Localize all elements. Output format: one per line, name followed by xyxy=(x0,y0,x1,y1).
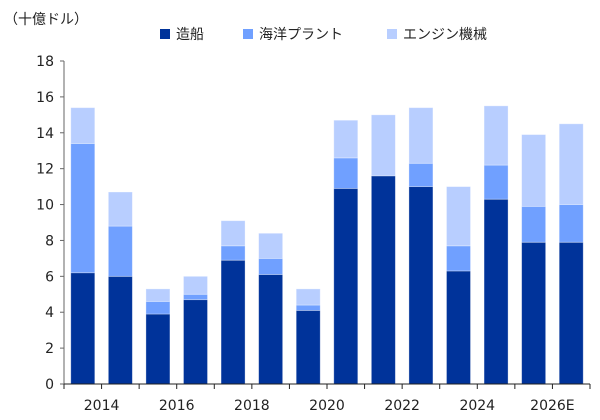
bar-2017-series-1 xyxy=(183,293,208,301)
y-tick-label: 18 xyxy=(36,54,54,70)
legend: 造船 海洋プラント エンジン機械 xyxy=(160,27,487,43)
y-tick-label: 14 xyxy=(36,126,54,142)
bar-2018-series-2 xyxy=(220,220,246,247)
legend-label: 海洋プラント xyxy=(259,27,343,43)
bar-2016-series-1 xyxy=(145,301,171,315)
bar-2017-series-0 xyxy=(183,299,208,385)
x-tick-label: 2020 xyxy=(309,398,345,414)
y-tick-label: 8 xyxy=(45,233,54,249)
bar-2023-series-0 xyxy=(408,186,434,385)
y-tick-label: 10 xyxy=(36,198,54,214)
legend-swatch xyxy=(387,29,397,39)
bar-2014-series-2 xyxy=(70,107,96,144)
bar-2026E-series-2 xyxy=(521,134,547,207)
x-tick-label: 2014 xyxy=(84,398,120,414)
bar-2017-series-2 xyxy=(183,275,208,295)
bar-2018-series-0 xyxy=(220,259,246,385)
x-tick-label: 2016 xyxy=(159,398,195,414)
axes: 0 2 4 6 8 10 12 14 16 18 2014 2016 2018 2020 2022 2024 2… xyxy=(36,54,591,414)
bar-2015-series-2 xyxy=(107,191,133,227)
bars xyxy=(70,105,584,385)
y-tick-label: 4 xyxy=(45,305,54,321)
bar-2020-series-0 xyxy=(295,310,321,385)
legend-label: 造船 xyxy=(176,27,204,43)
x-tick-label: 2018 xyxy=(234,398,270,414)
bar-2015-series-1 xyxy=(107,225,133,277)
x-tick-label: 2026E xyxy=(530,398,574,414)
y-tick-label: 2 xyxy=(45,341,54,357)
legend-label: エンジン機械 xyxy=(403,27,487,43)
bar-2018-series-1 xyxy=(220,245,246,261)
bar-2016-series-0 xyxy=(145,313,171,385)
bar-2020-series-2 xyxy=(295,288,321,306)
legend-swatch xyxy=(160,29,170,39)
bar-2020-series-1 xyxy=(295,304,321,311)
bar-2027E-series-0 xyxy=(558,241,584,385)
bar-2021-series-1 xyxy=(333,157,359,189)
bar-2026E-series-1 xyxy=(521,205,547,243)
bar-2025-series-2 xyxy=(483,105,509,166)
bar-2021-series-2 xyxy=(333,119,359,159)
bar-2025-series-1 xyxy=(483,164,509,200)
bar-2023-series-1 xyxy=(408,162,434,188)
bar-2027E-series-2 xyxy=(558,123,584,205)
bar-2022-series-2 xyxy=(370,114,396,177)
bar-2014-series-1 xyxy=(70,143,96,274)
bar-2024-series-0 xyxy=(446,270,471,385)
bar-2022-series-0 xyxy=(370,175,396,385)
bar-2027E-series-1 xyxy=(558,204,584,243)
y-tick-label: 6 xyxy=(45,269,54,285)
bar-2016-series-2 xyxy=(145,288,171,302)
bar-2014-series-0 xyxy=(70,272,96,385)
bar-2024-series-1 xyxy=(446,245,471,272)
x-tick-label: 2022 xyxy=(384,398,420,414)
bar-2025-series-0 xyxy=(483,198,509,385)
y-tick-label: 12 xyxy=(36,162,54,178)
bar-2015-series-0 xyxy=(107,275,133,385)
x-tick-label: 2024 xyxy=(459,398,495,414)
bar-2019-series-0 xyxy=(258,274,284,385)
bar-2024-series-2 xyxy=(446,186,471,247)
bar-2026E-series-0 xyxy=(521,241,547,385)
bar-2023-series-2 xyxy=(408,107,434,164)
bar-2021-series-0 xyxy=(333,188,359,385)
y-tick-label: 0 xyxy=(45,377,54,393)
legend-swatch xyxy=(243,29,253,39)
unit-label: （十億ドル） xyxy=(4,12,88,28)
bar-2019-series-1 xyxy=(258,257,284,275)
bar-2019-series-2 xyxy=(258,232,284,259)
y-tick-label: 16 xyxy=(36,90,54,106)
